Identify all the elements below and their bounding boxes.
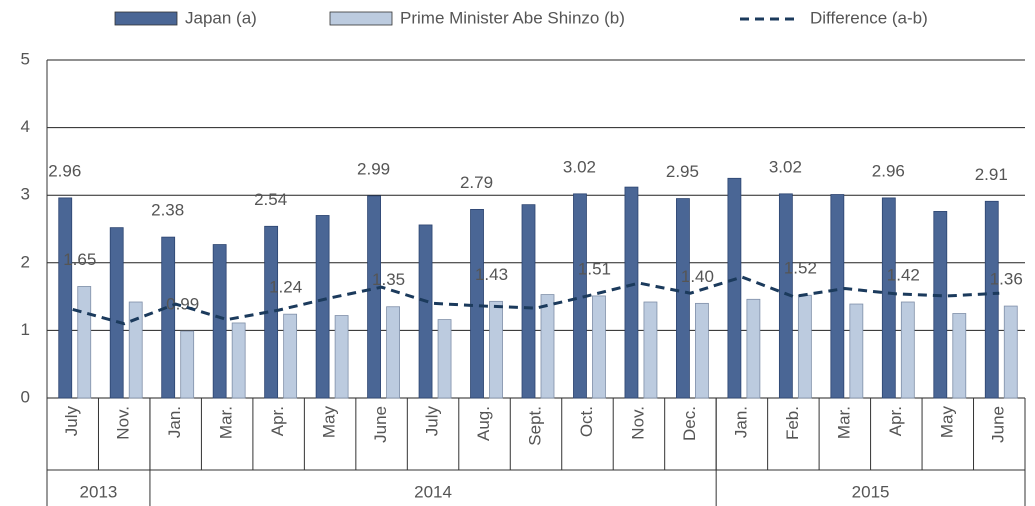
x-tick-label: Nov. bbox=[628, 406, 647, 440]
x-tick-label: Jan. bbox=[165, 406, 184, 438]
bar bbox=[830, 194, 845, 399]
bar bbox=[521, 204, 536, 399]
x-tick-label: Dec. bbox=[680, 406, 699, 441]
x-group-label: 2013 bbox=[80, 482, 118, 501]
bar bbox=[367, 195, 381, 399]
bar bbox=[797, 294, 812, 399]
value-label: 2.99 bbox=[357, 159, 390, 178]
x-group-label: 2014 bbox=[414, 482, 452, 501]
x-tick-label: Aug. bbox=[474, 406, 493, 441]
bar bbox=[109, 227, 124, 399]
bar bbox=[180, 330, 195, 399]
bar bbox=[746, 298, 761, 399]
x-group-label: 2015 bbox=[852, 482, 890, 501]
y-tick-label: 5 bbox=[21, 49, 30, 68]
bar bbox=[58, 197, 73, 399]
value-label: 1.65 bbox=[63, 250, 96, 269]
x-tick-label: Mar. bbox=[834, 406, 853, 439]
x-tick-label: June bbox=[371, 406, 390, 443]
bar bbox=[212, 244, 227, 399]
x-tick-label: July bbox=[62, 406, 81, 437]
bar bbox=[437, 319, 452, 399]
bar bbox=[643, 301, 658, 399]
bar bbox=[881, 197, 896, 399]
x-tick-label: June bbox=[989, 406, 1008, 443]
x-tick-label: Jan. bbox=[731, 406, 750, 438]
value-label: 3.02 bbox=[769, 157, 802, 176]
bar bbox=[933, 211, 948, 399]
bar bbox=[161, 236, 176, 399]
value-label: 1.51 bbox=[578, 259, 611, 278]
bar bbox=[418, 224, 433, 399]
value-label: 1.36 bbox=[990, 270, 1023, 289]
bar bbox=[900, 301, 915, 399]
legend-label: Prime Minister Abe Shinzo (b) bbox=[400, 8, 625, 27]
x-tick-label: May bbox=[320, 406, 339, 439]
value-label: 1.40 bbox=[681, 267, 714, 286]
bar bbox=[952, 313, 967, 399]
x-tick-label: Nov. bbox=[114, 406, 133, 440]
line bbox=[72, 275, 1000, 326]
x-tick-label: Mar. bbox=[217, 406, 236, 439]
value-label: 1.24 bbox=[269, 278, 302, 297]
legend-swatch bbox=[114, 11, 178, 26]
bar bbox=[592, 295, 606, 399]
bar bbox=[727, 177, 742, 399]
value-label: 1.42 bbox=[887, 265, 920, 284]
value-label: 2.79 bbox=[460, 173, 493, 192]
x-tick-label: Sept. bbox=[525, 406, 544, 446]
y-tick-label: 3 bbox=[21, 185, 30, 204]
bar bbox=[470, 208, 484, 399]
value-label: 2.96 bbox=[872, 161, 905, 180]
bar bbox=[77, 286, 92, 399]
value-label: 2.54 bbox=[254, 190, 287, 209]
bar bbox=[128, 301, 143, 399]
value-label: 2.96 bbox=[48, 161, 81, 180]
y-tick-label: 0 bbox=[21, 387, 30, 406]
x-tick-label: Oct. bbox=[577, 406, 596, 437]
x-tick-label: Feb. bbox=[783, 406, 802, 440]
bar bbox=[849, 303, 864, 399]
bar bbox=[334, 315, 349, 399]
bar bbox=[315, 215, 330, 399]
legend-label: Difference (a-b) bbox=[810, 8, 928, 27]
value-label: 3.02 bbox=[563, 157, 596, 176]
bar bbox=[231, 322, 246, 399]
bar bbox=[676, 198, 690, 399]
value-label: 1.35 bbox=[372, 270, 405, 289]
x-tick-label: July bbox=[423, 406, 442, 437]
bar bbox=[386, 306, 400, 399]
bar bbox=[283, 313, 298, 399]
x-tick-label: Apr. bbox=[268, 406, 287, 436]
y-tick-label: 2 bbox=[21, 252, 30, 271]
bar bbox=[540, 294, 555, 399]
value-label: 2.95 bbox=[666, 162, 699, 181]
value-label: 2.38 bbox=[151, 201, 184, 220]
legend-label: Japan (a) bbox=[185, 8, 257, 27]
y-tick-label: 4 bbox=[21, 117, 30, 136]
value-label: 2.91 bbox=[975, 165, 1008, 184]
x-tick-label: Apr. bbox=[886, 406, 905, 436]
value-label: 1.43 bbox=[475, 265, 508, 284]
bar bbox=[1003, 305, 1018, 399]
bar bbox=[489, 300, 503, 399]
bar bbox=[695, 302, 709, 399]
legend-swatch bbox=[329, 11, 393, 26]
bar bbox=[984, 200, 999, 399]
bar bbox=[624, 186, 639, 399]
x-tick-label: May bbox=[937, 406, 956, 439]
value-label: 1.52 bbox=[784, 259, 817, 278]
y-tick-label: 1 bbox=[21, 320, 30, 339]
